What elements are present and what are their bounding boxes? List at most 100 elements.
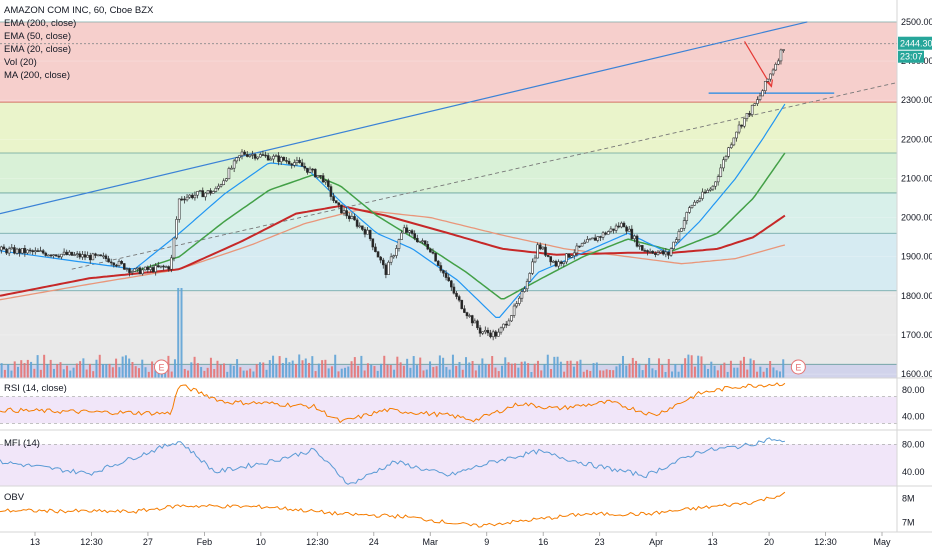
- volume-bar: [177, 288, 180, 378]
- candle: [538, 244, 542, 250]
- legend-ema50[interactable]: EMA (50, close): [4, 31, 72, 42]
- volume-bar: [252, 371, 255, 378]
- candle: [716, 176, 720, 183]
- volume-bar: [363, 370, 366, 378]
- rsi-panel-line[interactable]: [0, 382, 786, 424]
- volume-bar: [294, 364, 297, 378]
- candle: [387, 261, 390, 275]
- volume-bar: [111, 367, 114, 378]
- obv-panel-line[interactable]: [0, 491, 786, 528]
- volume-bar: [684, 358, 687, 378]
- candle: [724, 156, 728, 161]
- earnings-marker-label: E: [795, 363, 801, 373]
- price-tick-label: 2500.00: [901, 17, 932, 27]
- candle: [763, 81, 767, 92]
- legend-ma200[interactable]: MA (200, close): [4, 70, 70, 81]
- candle: [397, 239, 401, 249]
- obv-label[interactable]: OBV: [4, 492, 25, 503]
- volume-bar: [739, 360, 742, 378]
- legend-ema200[interactable]: EMA (200, close): [4, 18, 77, 29]
- volume-bar: [23, 363, 26, 378]
- candle: [15, 248, 19, 254]
- trendline-upper[interactable]: [0, 21, 808, 215]
- candle: [470, 315, 474, 324]
- candle: [711, 185, 715, 190]
- rsi-label[interactable]: RSI (14, close): [4, 383, 67, 394]
- candle: [384, 264, 388, 275]
- candle: [232, 160, 236, 169]
- volume-bar: [301, 360, 304, 378]
- mfi-panel-line[interactable]: [0, 437, 785, 485]
- candle: [758, 95, 762, 100]
- ema50-line[interactable]: [134, 152, 786, 300]
- volume-bar: [432, 367, 435, 378]
- volume-bar: [576, 361, 579, 378]
- volume-bar: [762, 371, 765, 378]
- volume-bar: [455, 365, 458, 378]
- candle: [735, 131, 738, 139]
- candle: [489, 332, 492, 338]
- volume-bar: [258, 362, 261, 378]
- volume-bar: [582, 371, 585, 378]
- volume-bar: [327, 368, 330, 378]
- volume-bar: [69, 370, 72, 378]
- mfi-label[interactable]: MFI (14): [4, 438, 40, 449]
- candle: [688, 207, 691, 213]
- volume-bar: [429, 361, 432, 378]
- time-tick-label: 13: [30, 537, 40, 547]
- volume-bar: [733, 367, 736, 378]
- earnings-marker[interactable]: [790, 359, 806, 375]
- candle: [478, 327, 482, 334]
- volume-bar: [759, 366, 762, 378]
- volume-bar: [154, 370, 157, 378]
- volume-bar: [20, 360, 23, 378]
- candle: [78, 253, 82, 258]
- volume-bar: [366, 363, 369, 378]
- candle: [698, 198, 702, 202]
- candle: [243, 151, 246, 155]
- volume-bar: [481, 358, 484, 378]
- volume-bar: [281, 363, 284, 378]
- fib-zone: [0, 233, 897, 291]
- volume-bar: [88, 363, 91, 378]
- volume-bar: [628, 363, 631, 378]
- legend-vol[interactable]: Vol (20): [4, 57, 37, 68]
- candle: [371, 238, 375, 248]
- volume-bar: [255, 364, 258, 378]
- candle: [596, 236, 600, 241]
- candle: [583, 241, 587, 244]
- volume-bar: [330, 366, 333, 378]
- candle: [86, 255, 89, 258]
- volume-bar: [56, 363, 59, 378]
- volume-bar: [265, 369, 268, 378]
- candle: [91, 253, 95, 261]
- candle: [455, 292, 458, 297]
- candle: [486, 329, 490, 334]
- candle: [138, 267, 142, 275]
- volume-bar: [49, 359, 52, 378]
- legend-ema20[interactable]: EMA (20, close): [4, 44, 72, 55]
- volume-bar: [471, 361, 474, 378]
- candle: [251, 154, 254, 156]
- earnings-marker[interactable]: [153, 359, 169, 375]
- time-tick-label: 10: [256, 537, 266, 547]
- volume-bar: [249, 368, 252, 378]
- volume-bar: [707, 368, 710, 378]
- volume-bar: [458, 361, 461, 378]
- volume-bar: [406, 358, 409, 378]
- candle: [719, 167, 723, 177]
- volume-bar: [226, 371, 229, 378]
- time-tick-label: 16: [538, 537, 548, 547]
- candle: [714, 181, 717, 187]
- candle: [460, 299, 464, 310]
- trendline-dashed[interactable]: [71, 82, 898, 270]
- ma200-line[interactable]: [0, 209, 786, 301]
- volume-bar: [710, 361, 713, 378]
- candle: [656, 252, 660, 255]
- ema200-line[interactable]: [0, 205, 786, 297]
- volume-bar: [79, 361, 82, 378]
- price-tick-label: 2300.00: [901, 95, 932, 105]
- time-tick-label: 27: [143, 537, 153, 547]
- candle: [614, 225, 618, 231]
